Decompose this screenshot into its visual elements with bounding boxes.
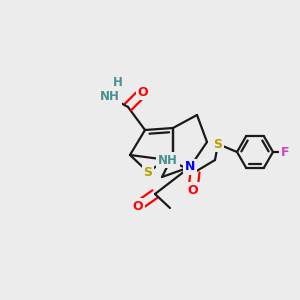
Text: N: N (185, 160, 195, 173)
Text: NH: NH (100, 91, 120, 103)
Text: H: H (113, 76, 123, 89)
Text: F: F (281, 146, 289, 158)
Text: S: S (143, 166, 152, 178)
Text: O: O (133, 200, 143, 212)
Text: NH: NH (158, 154, 178, 166)
Text: O: O (138, 85, 148, 98)
Text: O: O (188, 184, 198, 196)
Text: S: S (214, 137, 223, 151)
